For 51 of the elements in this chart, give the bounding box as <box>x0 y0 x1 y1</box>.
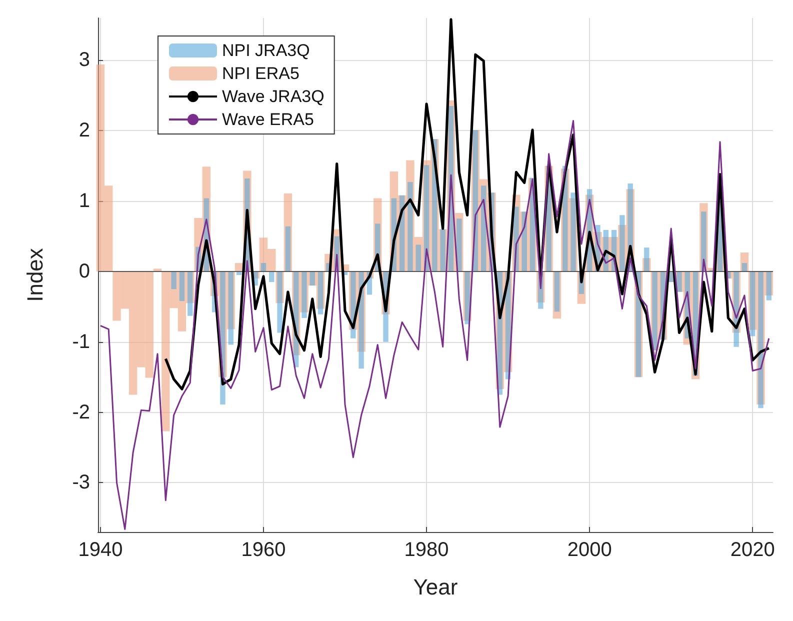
bar <box>171 271 176 290</box>
bar <box>620 215 625 272</box>
bar <box>260 263 266 272</box>
x-axis-title: Year <box>413 574 458 600</box>
bar <box>137 271 146 368</box>
legend-label: NPI ERA5 <box>222 64 300 83</box>
y-axis-title: Index <box>22 248 48 302</box>
bar <box>179 271 185 302</box>
bar <box>464 271 470 324</box>
bar <box>128 271 138 395</box>
bar <box>742 263 748 272</box>
y-tick-label: -3 <box>72 472 90 494</box>
bar <box>644 248 650 272</box>
y-tick-label: -2 <box>72 401 90 424</box>
bar <box>112 271 121 321</box>
bar <box>228 271 234 345</box>
legend-label: NPI JRA3Q <box>222 41 310 60</box>
bar <box>750 271 756 336</box>
bar <box>104 186 113 272</box>
bar <box>268 248 276 272</box>
y-tick-label: 1 <box>78 190 90 212</box>
legend-label: Wave JRA3Q <box>222 87 324 106</box>
y-tick-label: 0 <box>78 260 90 282</box>
bar <box>285 226 291 272</box>
bar <box>269 271 274 282</box>
bar <box>358 271 364 369</box>
line-series <box>164 18 770 390</box>
bar <box>302 271 307 318</box>
x-tick-label: 2000 <box>567 539 612 561</box>
y-tick-label: 3 <box>78 49 90 72</box>
x-tick-label: 1980 <box>404 539 449 561</box>
bar <box>120 271 129 309</box>
bar <box>570 192 576 272</box>
bar <box>701 212 706 272</box>
bar <box>188 271 193 316</box>
x-tick-label: 1960 <box>241 539 286 561</box>
bar <box>416 244 421 272</box>
bar <box>758 271 764 408</box>
bar <box>162 271 170 432</box>
y-tick-label: -1 <box>72 330 90 353</box>
bar <box>277 271 282 333</box>
bar <box>318 271 324 314</box>
bar <box>408 182 413 272</box>
x-tick-label: 2020 <box>730 539 775 561</box>
bar <box>145 271 154 378</box>
bar <box>766 271 772 300</box>
x-tick-label: 1940 <box>78 539 123 561</box>
legend-label: Wave ERA5 <box>222 110 314 129</box>
y-tick-label: 2 <box>78 120 90 142</box>
bar <box>96 64 105 272</box>
bar <box>554 271 560 312</box>
